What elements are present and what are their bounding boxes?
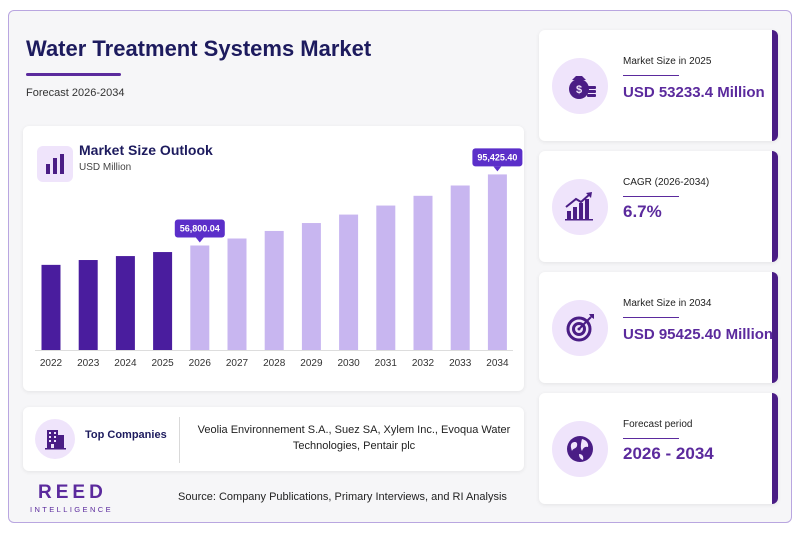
stat-card-market-size-2025: $ Market Size in 2025 USD 53233.4 Millio… — [539, 30, 778, 141]
building-icon — [35, 419, 75, 459]
x-tick-label: 2028 — [263, 358, 286, 369]
x-tick-label: 2026 — [189, 358, 212, 369]
logo-wordmark: REED — [38, 482, 107, 503]
bar-2028 — [264, 230, 284, 350]
source-note: Source: Company Publications, Primary In… — [178, 491, 507, 503]
x-tick-label: 2027 — [226, 358, 249, 369]
value-callout-2034: 95,425.40 — [472, 148, 523, 172]
stat-label: CAGR (2026-2034) — [623, 177, 710, 188]
stat-value: USD 53233.4 Million — [623, 84, 765, 101]
stat-label: Market Size in 2034 — [623, 298, 712, 309]
stat-value: 2026 - 2034 — [623, 444, 714, 463]
page-subtitle: Forecast 2026-2034 — [26, 87, 125, 99]
x-tick-label: 2023 — [77, 358, 100, 369]
bar-2030 — [339, 214, 359, 350]
stat-label: Forecast period — [623, 419, 693, 430]
stat-card-cagr: CAGR (2026-2034) 6.7% — [539, 151, 778, 262]
bar-chart: 2022 2023 2024 2025 2026 2027 2028 2029 2030 2031… — [35, 148, 523, 369]
chart-card: Market Size Outlook USD Million 2022 2023… — [23, 126, 524, 391]
stat-card-forecast-period: Forecast period 2026 - 2034 — [539, 393, 778, 504]
x-tick-label: 2025 — [151, 358, 174, 369]
globe-icon — [552, 421, 608, 477]
page-title: Water Treatment Systems Market — [26, 36, 372, 61]
stat-value: 6.7% — [623, 202, 662, 221]
x-tick-label: 2032 — [412, 358, 435, 369]
bar-2031 — [376, 205, 396, 350]
title-underline — [26, 73, 121, 76]
money-bag-icon: $ — [552, 58, 608, 114]
value-callout-2026: 56,800.04 — [174, 219, 225, 243]
x-tick-label: 2030 — [337, 358, 360, 369]
x-tick-label: 2033 — [449, 358, 472, 369]
stat-divider — [623, 196, 679, 197]
stat-divider — [623, 317, 679, 318]
bar-2032 — [413, 195, 433, 350]
top-companies-card: Top Companies Veolia Environnement S.A.,… — [23, 407, 524, 471]
stat-divider — [623, 75, 679, 76]
bar-2022 — [41, 264, 61, 350]
target-icon — [552, 300, 608, 356]
chart-title: Market Size Outlook — [79, 142, 213, 158]
bar-2025 — [153, 252, 173, 350]
stat-card-market-size-2034: Market Size in 2034 USD 95425.40 Million — [539, 272, 778, 383]
data-label: 56,800.04 — [180, 223, 220, 233]
bar-chart-icon — [37, 146, 73, 182]
stat-label: Market Size in 2025 — [623, 56, 712, 67]
bar-2023 — [78, 260, 98, 350]
bar-2026 — [190, 245, 210, 350]
top-companies-list: Veolia Environnement S.A., Suez SA, Xyle… — [197, 424, 511, 452]
x-tick-label: 2029 — [300, 358, 323, 369]
logo-subtitle: INTELLIGENCE — [30, 505, 113, 514]
x-tick-label: 2034 — [486, 358, 509, 369]
bar-2027 — [227, 238, 247, 350]
bar-2024 — [115, 256, 135, 350]
bar-2033 — [450, 185, 470, 350]
x-tick-label: 2024 — [114, 358, 137, 369]
x-tick-label: 2031 — [375, 358, 398, 369]
stat-value: USD 95425.40 Million — [623, 326, 774, 343]
svg-text:$: $ — [576, 84, 582, 96]
divider — [179, 417, 180, 463]
bar-2034 — [487, 174, 507, 350]
stat-divider — [623, 438, 679, 439]
x-tick-label: 2022 — [40, 358, 63, 369]
top-companies-label: Top Companies — [85, 429, 167, 441]
growth-chart-icon — [552, 179, 608, 235]
bar-2029 — [301, 223, 321, 350]
data-label: 95,425.40 — [477, 152, 517, 162]
chart-unit-label: USD Million — [79, 162, 132, 173]
